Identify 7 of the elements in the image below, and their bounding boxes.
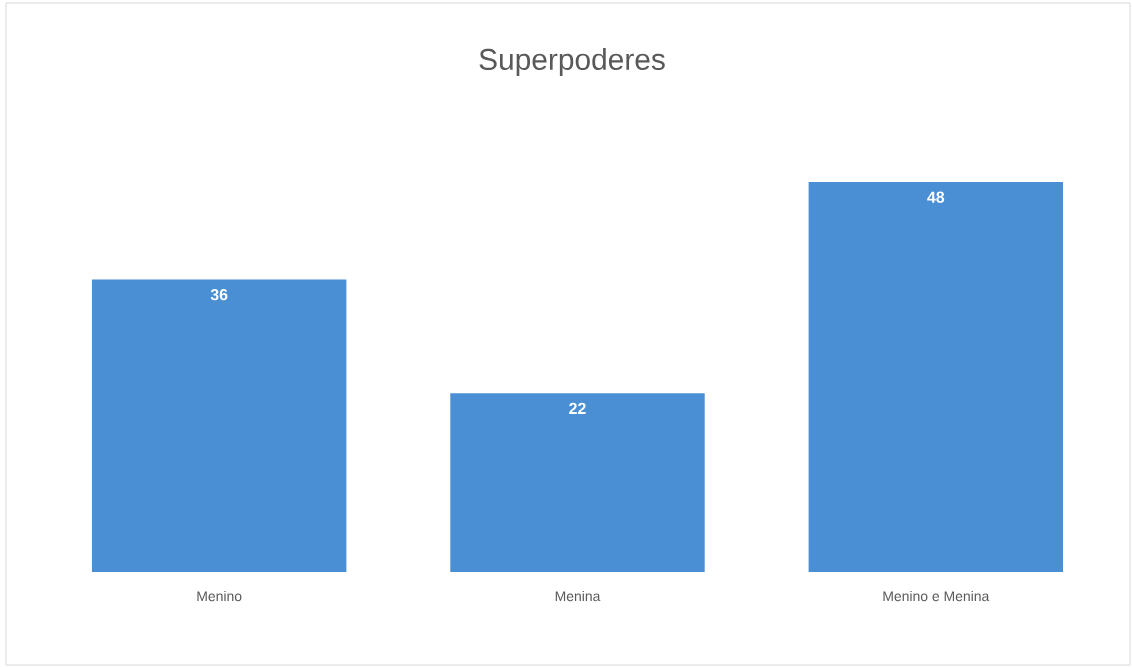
x-tick-label: Menina [555,590,601,602]
chart-title: Superpoderes [479,48,665,76]
data-label: 22 [569,402,586,414]
data-label: 36 [210,289,228,301]
x-tick-label: Menino e Menina [883,590,990,602]
data-label: 48 [927,191,945,203]
x-tick-label: Menino [197,590,242,602]
